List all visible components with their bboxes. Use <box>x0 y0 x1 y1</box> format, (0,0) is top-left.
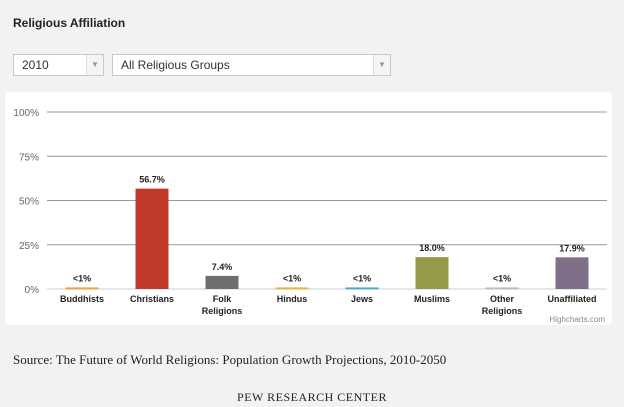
year-select[interactable]: 2010 ▼ <box>13 54 104 76</box>
chart-title: Religious Affiliation <box>13 16 126 30</box>
x-tick-label: Religions <box>202 306 243 316</box>
bar-chart: 0% 25% 50% 75% 100% <1% Buddhists 56.7% Christia… <box>13 108 607 324</box>
chart-card: 0% 25% 50% 75% 100% <1% Buddhists 56.7% Christia… <box>5 92 612 325</box>
x-tick-label: Unaffiliated <box>547 294 596 304</box>
chart-credit[interactable]: Highcharts.com <box>549 315 605 324</box>
chevron-down-icon[interactable]: ▼ <box>373 55 390 75</box>
x-tick-label: Religions <box>482 306 523 316</box>
year-select-value: 2010 <box>22 58 49 72</box>
data-label: 18.0% <box>419 243 445 253</box>
source-note: Source: The Future of World Religions: P… <box>13 352 447 367</box>
x-tick-label: Jews <box>351 294 373 304</box>
y-tick-label: 25% <box>19 241 39 252</box>
bar[interactable] <box>345 287 379 290</box>
data-label: 17.9% <box>559 243 585 253</box>
bar[interactable] <box>205 275 239 289</box>
data-label: 56.7% <box>139 175 165 185</box>
x-tick-label: Hindus <box>277 294 308 304</box>
x-tick-label: Muslims <box>414 294 450 304</box>
x-tick-label: Buddhists <box>60 294 104 304</box>
org-name: PEW RESEARCH CENTER <box>237 390 387 404</box>
y-tick-label: 75% <box>19 152 39 163</box>
bar[interactable] <box>555 257 589 289</box>
x-tick-label: Christians <box>130 294 174 304</box>
bar[interactable] <box>415 257 449 289</box>
y-tick-label: 0% <box>25 285 40 296</box>
bar[interactable] <box>65 287 99 290</box>
x-tick-label: Other <box>490 294 515 304</box>
bar[interactable] <box>135 188 169 289</box>
bar[interactable] <box>485 287 519 290</box>
group-select-value: All Religious Groups <box>121 58 230 72</box>
x-tick-label: Folk <box>213 294 232 304</box>
data-label: <1% <box>283 273 301 283</box>
chevron-down-icon[interactable]: ▼ <box>86 55 103 75</box>
data-label: <1% <box>353 273 371 283</box>
data-label: <1% <box>73 273 91 283</box>
bar[interactable] <box>275 287 309 290</box>
data-label: <1% <box>493 273 511 283</box>
y-tick-label: 50% <box>19 197 39 208</box>
data-label: 7.4% <box>212 262 233 272</box>
group-select[interactable]: All Religious Groups ▼ <box>112 54 391 76</box>
y-tick-label: 100% <box>13 108 39 119</box>
